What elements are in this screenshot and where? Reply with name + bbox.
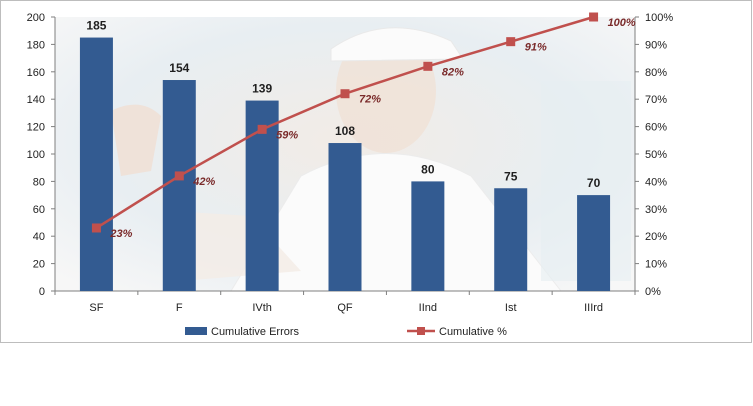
cumulative-pct-label: 100% xyxy=(608,17,636,29)
bar xyxy=(162,80,196,292)
x-tick-label: IVth xyxy=(252,302,272,314)
pareto-chart: 0 20 40 60 80 100 120 140 160 180 200 0% 10% 20% 30% 40… xyxy=(27,12,674,338)
cumulative-point xyxy=(340,89,350,99)
y-left-tick-label: 120 xyxy=(27,122,45,134)
y-left-tick-label: 0 xyxy=(39,286,45,298)
x-tick-label: IInd xyxy=(419,302,437,314)
legend-swatch-marker xyxy=(417,327,425,335)
cumulative-pct-label: 23% xyxy=(109,228,132,240)
y-right-tick-label: 70% xyxy=(645,94,667,106)
bar-value-label: 80 xyxy=(421,162,435,176)
cumulative-pct-label: 82% xyxy=(442,66,464,78)
chart-frame: 0 20 40 60 80 100 120 140 160 180 200 0% 10% 20% 30% 40… xyxy=(0,0,752,343)
y-right-tick-label: 60% xyxy=(645,122,667,134)
y-right-tick-label: 50% xyxy=(645,149,667,161)
bar-value-label: 185 xyxy=(86,19,106,33)
x-tick-label: IIIrd xyxy=(584,302,603,314)
cumulative-pct-label: 42% xyxy=(192,176,215,188)
background-photo xyxy=(55,17,635,292)
bar xyxy=(411,181,445,291)
y-left-tick-label: 180 xyxy=(27,39,45,51)
legend-label-bars: Cumulative Errors xyxy=(211,326,300,338)
x-tick-label: QF xyxy=(337,302,353,314)
cumulative-pct-label: 91% xyxy=(525,42,547,54)
cumulative-pct-label: 72% xyxy=(359,94,381,106)
y-right-tick-label: 100% xyxy=(645,12,673,24)
y-right-tick-label: 40% xyxy=(645,176,667,188)
legend-label-line: Cumulative % xyxy=(439,326,507,338)
bar-value-label: 154 xyxy=(169,61,189,75)
cumulative-point xyxy=(506,37,516,47)
y-right-tick-label: 30% xyxy=(645,204,667,216)
y-left-tick-label: 80 xyxy=(33,176,45,188)
legend-swatch-bars xyxy=(185,327,207,335)
cumulative-line xyxy=(91,12,599,233)
bar-value-label: 75 xyxy=(504,169,518,183)
x-tick-label: Ist xyxy=(505,302,517,314)
x-tick-label: SF xyxy=(89,302,103,314)
y-left-tick-label: 200 xyxy=(27,12,45,24)
y-right-tick-label: 0% xyxy=(645,286,661,298)
y-right-tick-label: 90% xyxy=(645,39,667,51)
cumulative-point xyxy=(174,171,184,181)
y-left-tick-label: 100 xyxy=(27,149,45,161)
y-right-tick-label: 80% xyxy=(645,67,667,79)
bar-value-label: 108 xyxy=(335,124,355,138)
y-left-tick-label: 20 xyxy=(33,259,45,271)
bar-value-label: 70 xyxy=(587,176,601,190)
bar-value-label: 139 xyxy=(252,82,272,96)
cumulative-point xyxy=(91,223,101,233)
legend: Cumulative Errors Cumulative % xyxy=(185,326,507,338)
data-labels: 185 154 139 108 80 75 70 23% 42% 59% 72% 82% 91% 100% xyxy=(86,17,636,240)
bar xyxy=(494,188,528,291)
cumulative-point xyxy=(589,12,599,22)
cumulative-pct-label: 59% xyxy=(276,129,298,141)
y-right-tick-label: 20% xyxy=(645,231,667,243)
y-right-tick-label: 10% xyxy=(645,259,667,271)
y-left-tick-label: 140 xyxy=(27,94,45,106)
axes: 0 20 40 60 80 100 120 140 160 180 200 0% 10% 20% 30% 40… xyxy=(27,12,674,314)
cumulative-point xyxy=(257,124,267,134)
y-left-tick-label: 40 xyxy=(33,231,45,243)
y-left-tick-label: 160 xyxy=(27,67,45,79)
bar xyxy=(328,143,362,291)
x-tick-label: F xyxy=(176,302,183,314)
bar xyxy=(577,195,611,291)
bar xyxy=(79,37,113,291)
y-left-tick-label: 60 xyxy=(33,204,45,216)
cumulative-point xyxy=(423,61,433,71)
